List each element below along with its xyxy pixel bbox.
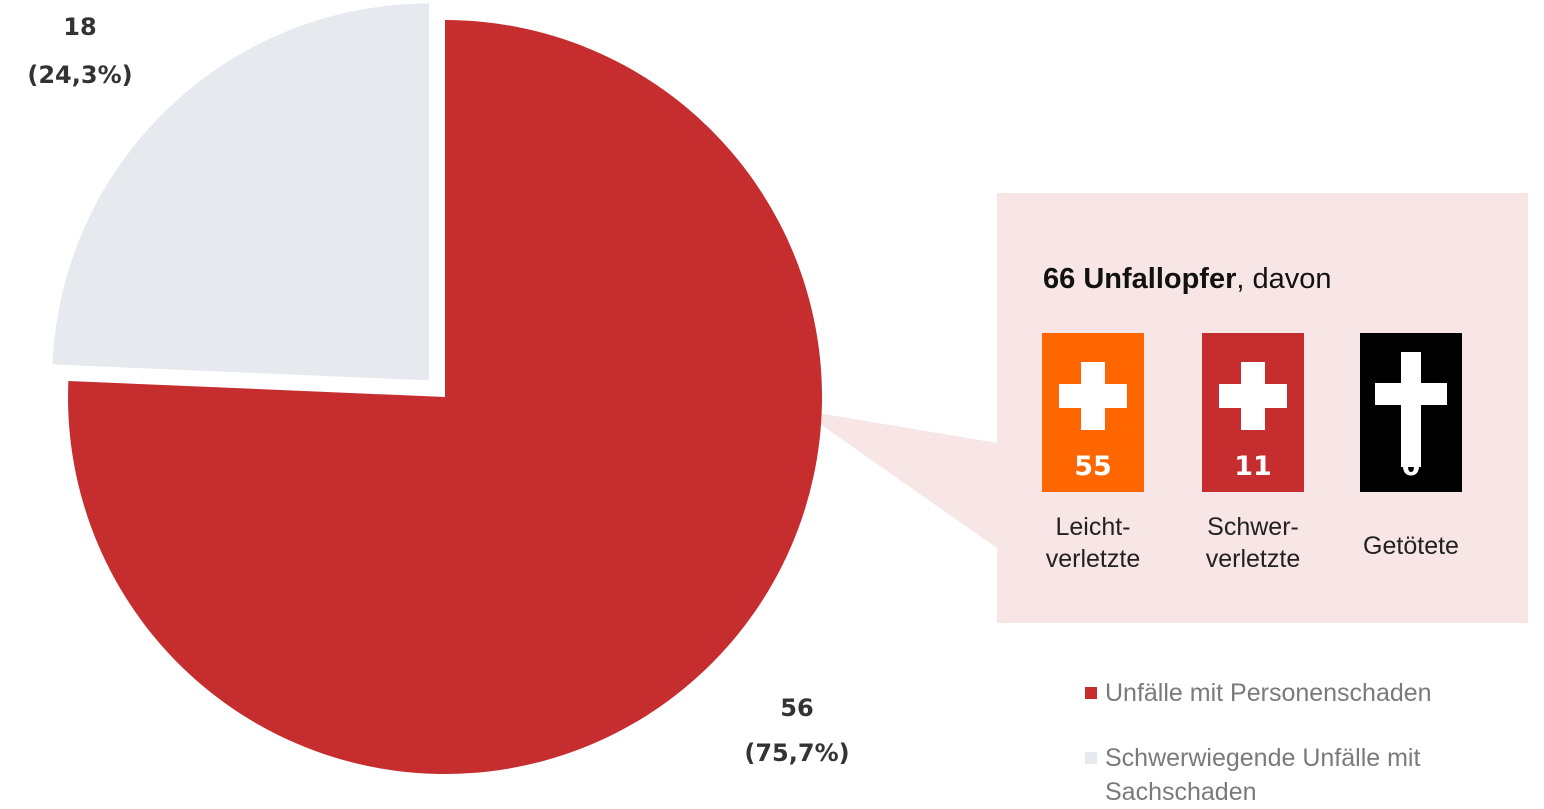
pie-slice <box>68 20 823 774</box>
victim-label: Getötete <box>1363 532 1459 560</box>
cross-icon <box>1375 352 1447 467</box>
slice-value-label: 18 <box>63 13 96 41</box>
legend-entry: Unfälle mit Personenschaden <box>1085 676 1505 710</box>
callout-pointer <box>800 410 997 548</box>
victim-label: Schwer- <box>1207 513 1299 541</box>
victim-label: Leicht- <box>1055 513 1130 541</box>
legend-swatch <box>1085 752 1097 764</box>
victim-label: verletzte <box>1046 545 1140 573</box>
slice-value-label: 56 <box>780 694 813 722</box>
victim-label: verletzte <box>1206 545 1300 573</box>
cross-icon <box>1059 362 1127 430</box>
callout-suffix: , davon <box>1236 263 1331 295</box>
slice-percent-label: (24,3%) <box>27 61 132 89</box>
victim-count: 55 <box>1074 451 1112 482</box>
slice-percent-label: (75,7%) <box>744 739 849 767</box>
callout-title: 66 Unfallopfer, davon <box>1043 263 1332 295</box>
pie-slice <box>52 3 430 381</box>
legend-entry: Schwerwiegende Unfälle mit Sachschaden <box>1085 741 1505 809</box>
callout-total: 66 Unfallopfer <box>1043 263 1236 295</box>
legend-swatch <box>1085 687 1097 699</box>
cross-icon <box>1219 362 1287 430</box>
legend-label: Unfälle mit Personenschaden <box>1105 679 1432 707</box>
victim-count: 0 <box>1402 451 1421 482</box>
legend-label: Schwerwiegende Unfälle mit Sachschaden <box>1105 744 1421 806</box>
victim-count: 11 <box>1234 451 1272 482</box>
